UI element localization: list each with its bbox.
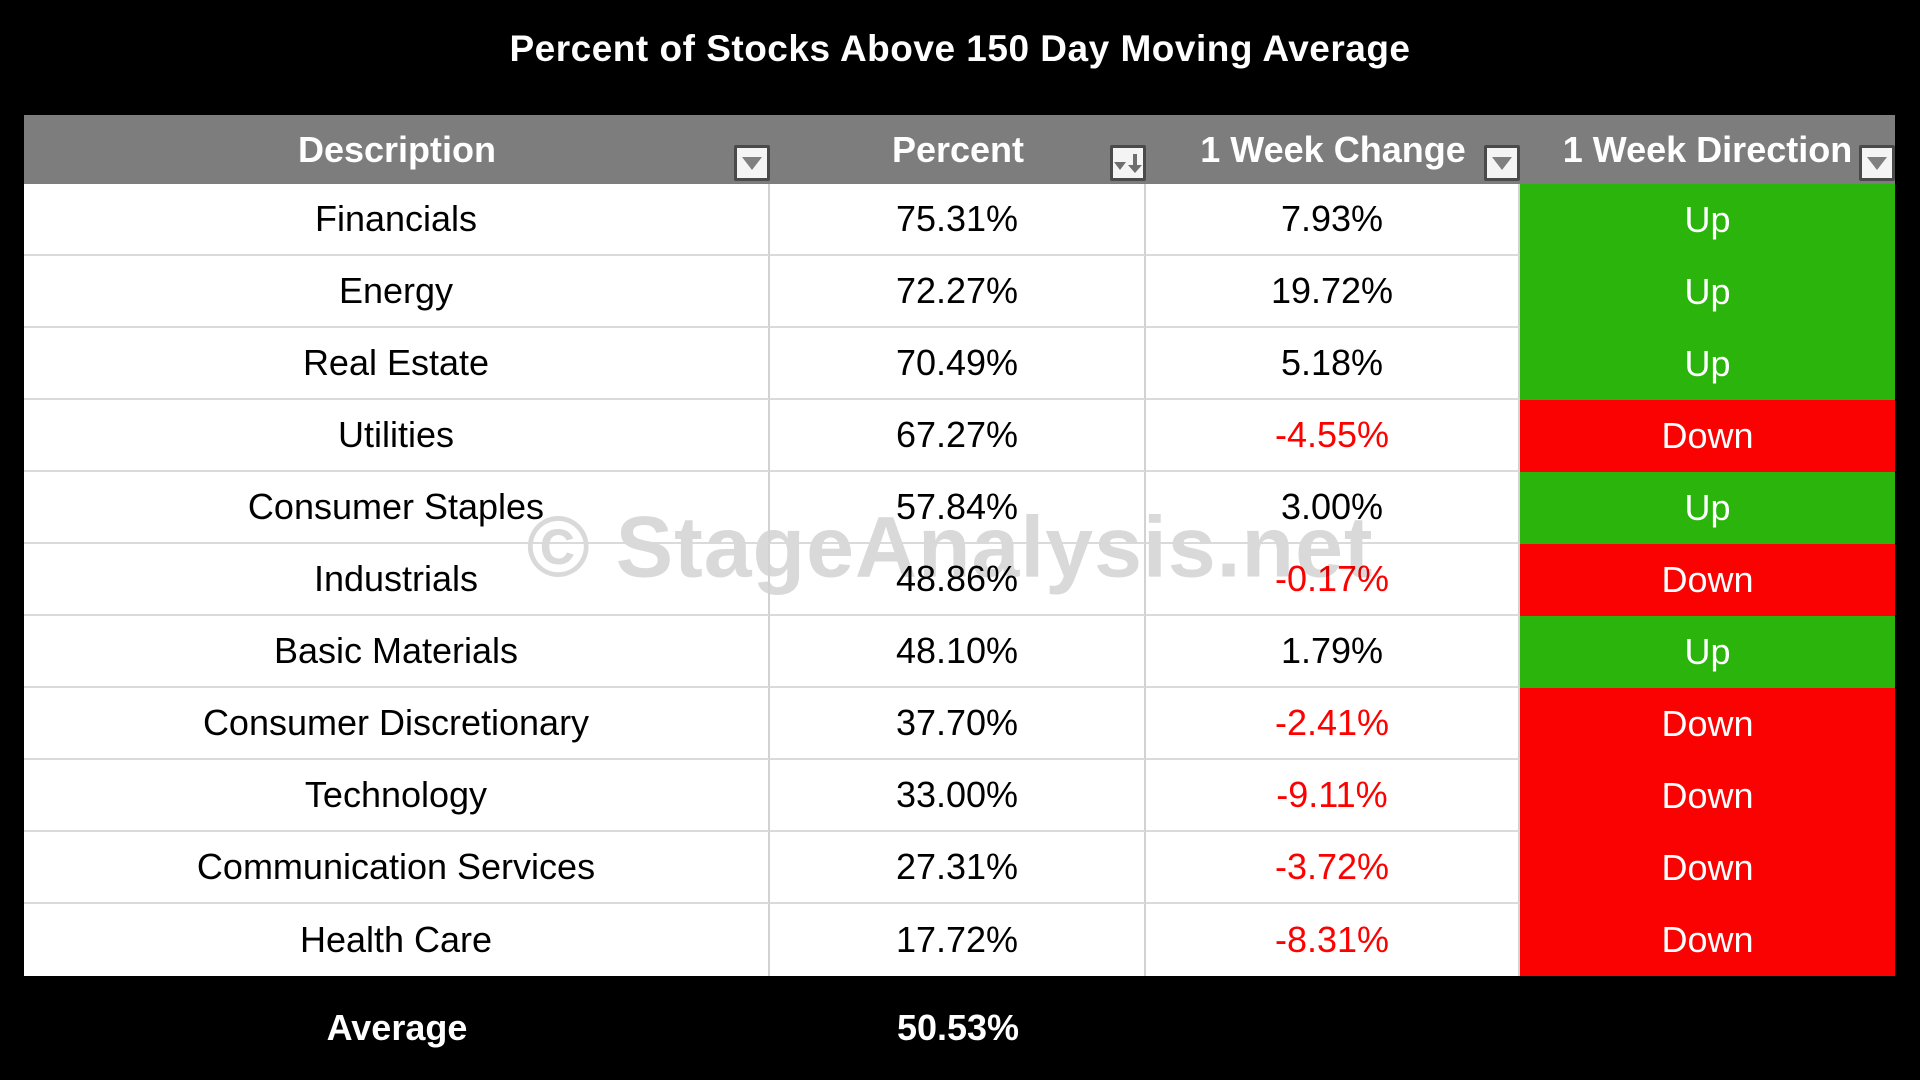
table-row: Energy 72.27% 19.72% Up [24, 256, 1895, 328]
description-cell: Basic Materials [24, 616, 770, 688]
description-cell: Health Care [24, 904, 770, 976]
summary-label: Average [326, 1007, 468, 1048]
percent-cell: 57.84% [770, 472, 1146, 544]
direction-cell: Down [1520, 688, 1895, 760]
direction-cell: Up [1520, 616, 1895, 688]
percent-cell: 48.10% [770, 616, 1146, 688]
table-row: Health Care 17.72% -8.31% Down [24, 904, 1895, 976]
column-header-week-direction-label: 1 Week Direction [1562, 128, 1853, 170]
column-header-percent-label: Percent [891, 128, 1025, 170]
percent-cell: 67.27% [770, 400, 1146, 472]
table-header-row: Description Percent 1 Week Change [24, 115, 1895, 184]
table-row: Industrials 48.86% -0.17% Down [24, 544, 1895, 616]
percent-cell: 75.31% [770, 184, 1146, 256]
table-row: Utilities 67.27% -4.55% Down [24, 400, 1895, 472]
description-cell: Consumer Discretionary [24, 688, 770, 760]
direction-cell: Down [1520, 904, 1895, 976]
filter-sorted-descending-icon [1114, 153, 1142, 173]
percent-cell: 48.86% [770, 544, 1146, 616]
change-cell: -8.31% [1146, 904, 1520, 976]
direction-cell: Down [1520, 544, 1895, 616]
sector-breadth-table: Description Percent 1 Week Change [24, 115, 1895, 1080]
description-cell: Real Estate [24, 328, 770, 400]
change-cell: 7.93% [1146, 184, 1520, 256]
direction-cell: Down [1520, 760, 1895, 832]
direction-cell: Up [1520, 328, 1895, 400]
change-cell: -0.17% [1146, 544, 1520, 616]
column-header-percent: Percent [770, 115, 1146, 184]
table-row: Financials 75.31% 7.93% Up [24, 184, 1895, 256]
description-cell: Energy [24, 256, 770, 328]
direction-cell: Down [1520, 832, 1895, 904]
column-header-description-label: Description [297, 128, 497, 170]
table-row: Real Estate 70.49% 5.18% Up [24, 328, 1895, 400]
direction-cell: Up [1520, 256, 1895, 328]
description-cell: Communication Services [24, 832, 770, 904]
table-row: Communication Services 27.31% -3.72% Dow… [24, 832, 1895, 904]
table-row: Technology 33.00% -9.11% Down [24, 760, 1895, 832]
summary-row: Average 50.53% [24, 976, 1895, 1080]
filter-dropdown-icon [1867, 156, 1887, 170]
change-cell: 1.79% [1146, 616, 1520, 688]
summary-percent: 50.53% [896, 1007, 1020, 1048]
column-header-description: Description [24, 115, 770, 184]
description-cell: Technology [24, 760, 770, 832]
percent-cell: 37.70% [770, 688, 1146, 760]
filter-dropdown-icon [1492, 156, 1512, 170]
direction-cell: Up [1520, 184, 1895, 256]
change-cell: 5.18% [1146, 328, 1520, 400]
page-title: Percent of Stocks Above 150 Day Moving A… [509, 28, 1411, 69]
filter-dropdown-icon [742, 156, 762, 170]
percent-cell: 27.31% [770, 832, 1146, 904]
change-cell: -3.72% [1146, 832, 1520, 904]
description-cell: Financials [24, 184, 770, 256]
change-cell: 19.72% [1146, 256, 1520, 328]
direction-cell: Down [1520, 400, 1895, 472]
column-header-week-direction: 1 Week Direction [1520, 115, 1895, 184]
week-change-filter-button[interactable] [1484, 145, 1520, 181]
description-cell: Utilities [24, 400, 770, 472]
percent-cell: 72.27% [770, 256, 1146, 328]
percent-cell: 33.00% [770, 760, 1146, 832]
table-row: Basic Materials 48.10% 1.79% Up [24, 616, 1895, 688]
percent-cell: 17.72% [770, 904, 1146, 976]
percent-cell: 70.49% [770, 328, 1146, 400]
description-filter-button[interactable] [734, 145, 770, 181]
week-direction-filter-button[interactable] [1859, 145, 1895, 181]
table-row: Consumer Staples 57.84% 3.00% Up [24, 472, 1895, 544]
column-header-week-change-label: 1 Week Change [1200, 128, 1466, 170]
column-header-week-change: 1 Week Change [1146, 115, 1520, 184]
change-cell: -4.55% [1146, 400, 1520, 472]
change-cell: 3.00% [1146, 472, 1520, 544]
table-body: Financials 75.31% 7.93% Up Energy 72.27%… [24, 184, 1895, 976]
direction-cell: Up [1520, 472, 1895, 544]
percent-filter-button[interactable] [1110, 145, 1146, 181]
change-cell: -2.41% [1146, 688, 1520, 760]
change-cell: -9.11% [1146, 760, 1520, 832]
description-cell: Industrials [24, 544, 770, 616]
table-row: Consumer Discretionary 37.70% -2.41% Dow… [24, 688, 1895, 760]
description-cell: Consumer Staples [24, 472, 770, 544]
